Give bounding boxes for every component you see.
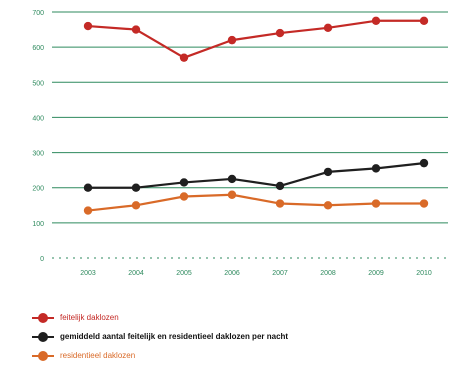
y-tick-label-400: 400	[32, 115, 44, 122]
x-tick-label-2010: 2010	[416, 270, 432, 277]
data-point-s2-2010	[419, 199, 429, 208]
line-chart: 0 100 200 300 400 500 600 700 2003 2004 2005 2006 20…	[32, 10, 448, 277]
x-tick-label-2007: 2007	[272, 270, 288, 277]
data-point-s2-2009	[371, 199, 381, 208]
legend-marker-gemiddeld-aantal	[32, 331, 54, 342]
data-point-s0-2006	[227, 35, 237, 45]
y-tick-label-100: 100	[32, 221, 44, 228]
data-point-s2-2003	[83, 206, 93, 215]
x-tick-label-2005: 2005	[176, 270, 192, 277]
data-point-s0-2008	[323, 23, 333, 33]
legend-item-gemiddeld-aantal: gemiddeld aantal feitelijk en residentie…	[32, 327, 288, 346]
series-line-2	[87, 193, 424, 212]
x-tick-label-2008: 2008	[320, 270, 336, 277]
legend-item-residentieel-daklozen: residentieel daklozen	[32, 346, 288, 365]
data-point-s0-2005	[179, 53, 189, 62]
data-point-s2-2006	[227, 190, 237, 199]
series-line-0	[87, 19, 424, 59]
data-point-s1-2009	[371, 164, 381, 173]
x-tick-label-2004: 2004	[128, 270, 144, 277]
data-point-s1-2010	[419, 158, 429, 168]
legend: feitelijk daklozen gemiddeld aantal feit…	[32, 308, 288, 365]
y-tick-label-500: 500	[32, 80, 44, 87]
data-point-s2-2007	[275, 199, 285, 208]
x-tick-label-2003: 2003	[80, 270, 96, 277]
data-point-s2-2005	[179, 192, 189, 201]
legend-label-gemiddeld-aantal: gemiddeld aantal feitelijk en residentie…	[60, 331, 289, 341]
data-point-s1-2005	[179, 178, 189, 187]
data-point-s1-2006	[227, 174, 237, 184]
data-point-s1-2004	[131, 183, 141, 192]
y-tick-label-600: 600	[32, 45, 44, 52]
y-tick-label-200: 200	[32, 186, 44, 193]
data-point-s2-2004	[131, 201, 141, 210]
data-point-s1-2007	[275, 181, 285, 191]
y-tick-label-300: 300	[32, 151, 44, 158]
legend-label-feitelijk-daklozen: feitelijk daklozen	[60, 312, 119, 322]
data-point-s0-2003	[83, 21, 93, 31]
y-tick-label-700: 700	[32, 10, 44, 17]
x-tick-label-2006: 2006	[224, 270, 240, 277]
data-point-s1-2003	[83, 183, 93, 192]
x-tick-label-2009: 2009	[368, 270, 384, 277]
data-point-s0-2007	[275, 28, 285, 38]
data-point-s0-2010	[419, 16, 429, 25]
data-point-s0-2004	[131, 25, 141, 34]
legend-label-residentieel-daklozen: residentieel daklozen	[60, 350, 136, 360]
y-tick-label-0: 0	[40, 256, 44, 263]
series-line-1	[88, 162, 425, 189]
legend-marker-feitelijk-daklozen	[32, 312, 54, 323]
legend-item-feitelijk-daklozen: feitelijk daklozen	[32, 308, 288, 327]
data-point-s1-2008	[323, 167, 333, 177]
data-point-s0-2009	[371, 16, 381, 25]
legend-marker-residentieel-daklozen	[32, 350, 54, 361]
data-point-s2-2008	[323, 201, 333, 210]
